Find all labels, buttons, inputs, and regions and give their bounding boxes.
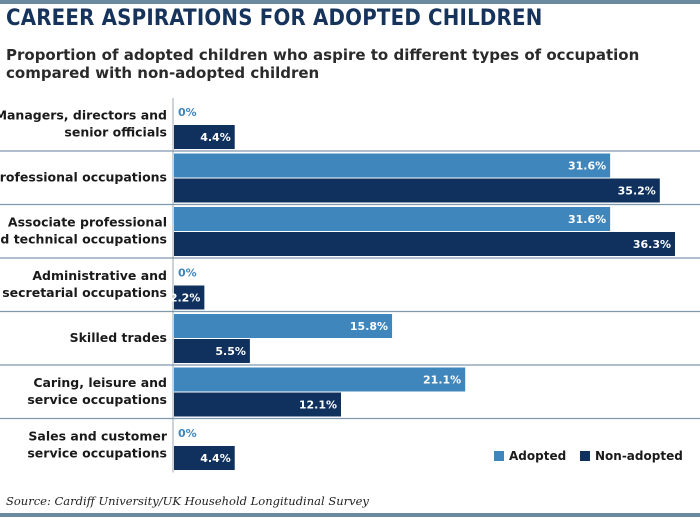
bar-non-adopted [174, 232, 675, 256]
data-label: 2.2% [170, 292, 201, 305]
category-label: Caring, leisure and [33, 375, 167, 390]
bar-adopted [174, 207, 611, 231]
data-label: 12.1% [299, 399, 337, 412]
category-label: and technical occupations [0, 231, 167, 246]
bar-non-adopted [174, 392, 341, 417]
bar-non-adopted [174, 339, 250, 363]
category-label: service occupations [27, 445, 167, 460]
data-label: 4.4% [200, 452, 231, 465]
chart-subtitle: Proportion of adopted children who aspir… [6, 46, 640, 82]
category-label: Sales and customer [28, 428, 167, 443]
data-label: 0% [178, 106, 197, 119]
top-rule [0, 0, 700, 4]
bar-adopted [174, 314, 393, 338]
data-label: 36.3% [633, 238, 671, 251]
legend-swatch [580, 451, 590, 461]
bottom-rule [0, 513, 700, 517]
data-label: 4.4% [200, 131, 231, 144]
source-note: Source: Cardiff University/UK Household … [6, 494, 369, 508]
data-label: 0% [178, 427, 197, 440]
data-label: 5.5% [215, 345, 246, 358]
data-label: 15.8% [350, 320, 388, 333]
data-label: 21.1% [423, 374, 461, 387]
data-label: 31.6% [568, 160, 606, 173]
category-label: Professional occupations [0, 169, 167, 184]
category-label: Managers, directors and [0, 107, 167, 122]
category-label: Skilled trades [70, 330, 167, 345]
category-label: service occupations [27, 392, 167, 407]
data-label: 35.2% [618, 185, 656, 198]
bar-chart: Managers, directors and senior officials 0… [0, 94, 700, 476]
data-label: 0% [178, 267, 197, 280]
bar-adopted [174, 367, 466, 392]
category-label: senior officials [64, 124, 167, 139]
legend-label: Non-adopted [595, 449, 683, 463]
category-label: secretarial occupations [2, 285, 167, 300]
bar-non-adopted [174, 178, 660, 203]
bar-chart-svg: Managers, directors and senior officials 0… [0, 98, 700, 473]
bar-non-adopted [174, 285, 205, 310]
legend-label: Adopted [509, 449, 566, 463]
category-label: Administrative and [32, 268, 167, 283]
legend-swatch [494, 451, 504, 461]
bar-adopted [174, 153, 611, 178]
chart-title: CAREER ASPIRATIONS FOR ADOPTED CHILDREN [6, 6, 543, 31]
bar-non-adopted [174, 446, 235, 470]
data-label: 31.6% [568, 213, 606, 226]
bar-non-adopted [174, 125, 235, 149]
category-label: Associate professional [8, 214, 167, 229]
